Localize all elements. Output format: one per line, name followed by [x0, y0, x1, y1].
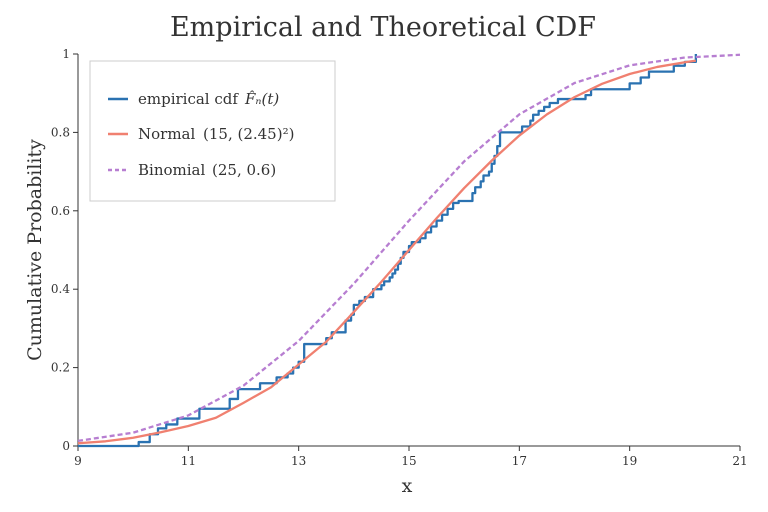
legend-math-empirical: F̂ₙ(t) [244, 90, 279, 108]
legend-label-empirical: empirical cdf [138, 90, 239, 108]
legend: empirical cdf F̂ₙ(t) Normal (15, (2.45)²… [89, 60, 336, 202]
y-axis: 0 0.2 0.4 0.6 0.8 1 [51, 47, 79, 453]
legend-label-normal: Normal [138, 125, 195, 143]
legend-math-normal: (15, (2.45)²) [203, 125, 294, 143]
series-line-binomial [77, 53, 741, 443]
y-tick-label: 0.8 [51, 125, 70, 139]
x-tick-label: 19 [622, 454, 637, 468]
x-tick-label: 21 [732, 454, 747, 468]
legend-math-binomial: (25, 0.6) [212, 161, 276, 179]
x-axis: 9 11 13 15 17 19 21 [74, 445, 748, 468]
legend-box [89, 60, 336, 202]
y-tick-label: 0.4 [51, 282, 70, 296]
y-tick-label: 0.2 [51, 361, 70, 375]
series-line-empirical-cdf [78, 54, 698, 448]
x-tick-label: 17 [512, 454, 527, 468]
x-tick-label: 11 [181, 454, 196, 468]
series-line-normal [77, 59, 697, 445]
x-axis-label: x [402, 475, 413, 497]
y-tick-label: 1 [62, 47, 70, 61]
x-tick-label: 9 [74, 454, 82, 468]
y-tick-label: 0.6 [51, 204, 70, 218]
y-tick-label: 0 [62, 439, 70, 453]
chart-title: Empirical and Theoretical CDF [170, 12, 596, 43]
x-tick-label: 15 [401, 454, 416, 468]
x-tick-label: 13 [291, 454, 306, 468]
y-axis-label: Cumulative Probability [24, 139, 46, 361]
series-layer [77, 53, 741, 448]
legend-label-binomial: Binomial [138, 161, 205, 179]
